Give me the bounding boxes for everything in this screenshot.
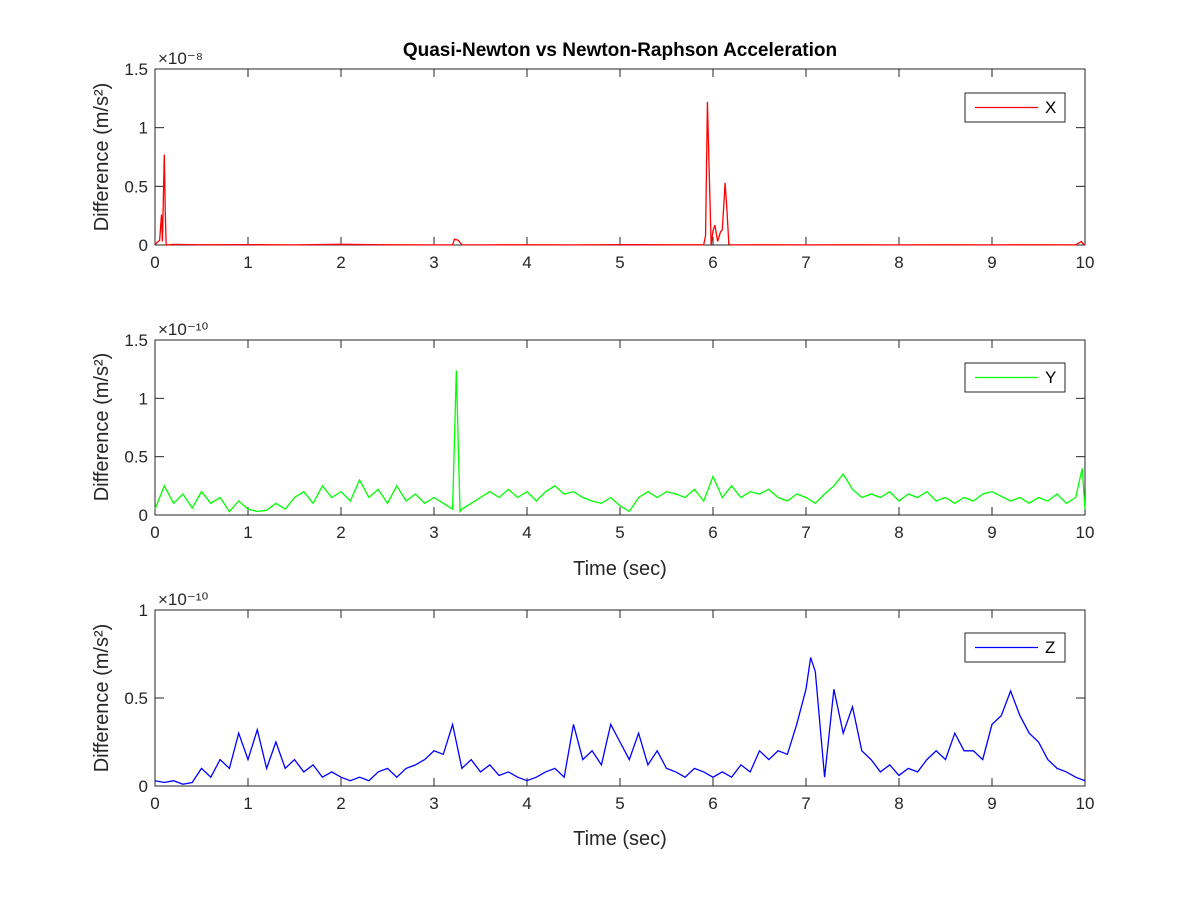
x-tick-label: 10 [1076, 794, 1095, 813]
x-tick-label: 5 [615, 523, 624, 542]
x-tick-label: 5 [615, 794, 624, 813]
x-tick-label: 7 [801, 794, 810, 813]
subplot-y: ×10⁻¹⁰ Difference (m/s²) Time (sec) 0 1 2 3… [91, 320, 1094, 580]
axes-box-x [154, 68, 1086, 246]
x-tick-label: 3 [429, 794, 438, 813]
x-tick-label: 6 [708, 794, 717, 813]
y-tick-label: 0 [139, 506, 148, 525]
x-tick-label: 4 [522, 523, 531, 542]
x-tick-label: 9 [987, 794, 996, 813]
x-tick-label: 4 [522, 253, 531, 272]
x-tick-label: 8 [894, 523, 903, 542]
x-tick-label: 6 [708, 253, 717, 272]
subplot-z: ×10⁻¹⁰ Difference (m/s²) Time (sec) 0 1 2 3… [91, 590, 1094, 850]
y-axis-label-z: Difference (m/s²) [91, 624, 113, 773]
x-ticks-y: 0 1 2 3 4 5 6 7 8 9 10 [150, 340, 1094, 542]
y-tick-label: 0.5 [124, 448, 148, 467]
x-tick-label: 1 [243, 253, 252, 272]
x-tick-label: 2 [336, 253, 345, 272]
y-tick-label: 1.5 [124, 331, 148, 350]
series-line-z [154, 657, 1086, 785]
x-tick-label: 7 [801, 253, 810, 272]
y-tick-label: 1 [139, 601, 148, 620]
x-tick-label: 10 [1076, 253, 1095, 272]
x-tick-label: 1 [243, 794, 252, 813]
y-exponent-label-y: ×10⁻¹⁰ [158, 320, 208, 339]
chart-title: Quasi-Newton vs Newton-Raphson Accelerat… [403, 40, 837, 61]
y-ticks-x: 0 0.5 1 1.5 [124, 60, 1085, 255]
x-tick-label: 0 [150, 253, 159, 272]
series-line-y [154, 370, 1086, 514]
x-axis-label-y: Time (sec) [573, 558, 667, 580]
y-tick-label: 0.5 [124, 689, 148, 708]
legend-x: X [964, 92, 1066, 123]
y-ticks-y: 0 0.5 1 1.5 [124, 331, 1085, 525]
y-tick-label: 1.5 [124, 60, 148, 79]
y-tick-label: 1 [139, 389, 148, 408]
x-ticks-x: 0 1 2 3 4 5 6 7 8 9 10 [150, 69, 1094, 272]
x-axis-label-z: Time (sec) [573, 828, 667, 850]
y-axis-label-x: Difference (m/s²) [91, 83, 113, 232]
legend-y: Y [964, 362, 1066, 393]
y-ticks-z: 00.51 [124, 601, 1085, 796]
legend-label-y: Y [1045, 368, 1056, 387]
series-line-x [154, 101, 1086, 246]
x-tick-label: 3 [429, 523, 438, 542]
y-exponent-label-z: ×10⁻¹⁰ [158, 590, 208, 609]
legend-label-x: X [1045, 98, 1056, 117]
x-tick-label: 8 [894, 253, 903, 272]
x-ticks-z: 0 1 2 3 4 5 6 7 8 9 10 [150, 610, 1094, 813]
x-tick-label: 1 [243, 523, 252, 542]
x-tick-label: 2 [336, 794, 345, 813]
x-tick-label: 7 [801, 523, 810, 542]
y-axis-label-y: Difference (m/s²) [91, 353, 113, 502]
x-tick-label: 9 [987, 523, 996, 542]
y-tick-label: 1 [139, 119, 148, 138]
x-tick-label: 10 [1076, 523, 1095, 542]
x-tick-label: 5 [615, 253, 624, 272]
x-tick-label: 4 [522, 794, 531, 813]
subplot-x: Quasi-Newton vs Newton-Raphson Accelerat… [91, 40, 1094, 272]
x-tick-label: 2 [336, 523, 345, 542]
y-tick-label: 0 [139, 236, 148, 255]
x-tick-label: 6 [708, 523, 717, 542]
y-tick-label: 0 [139, 777, 148, 796]
axes-box-y [154, 339, 1086, 516]
x-tick-label: 0 [150, 523, 159, 542]
x-tick-label: 3 [429, 253, 438, 272]
x-tick-label: 0 [150, 794, 159, 813]
y-tick-label: 0.5 [124, 177, 148, 196]
legend-label-z: Z [1045, 638, 1055, 657]
x-tick-label: 8 [894, 794, 903, 813]
x-tick-label: 9 [987, 253, 996, 272]
y-exponent-label-x: ×10⁻⁸ [158, 49, 203, 68]
legend-z: Z [964, 632, 1066, 663]
